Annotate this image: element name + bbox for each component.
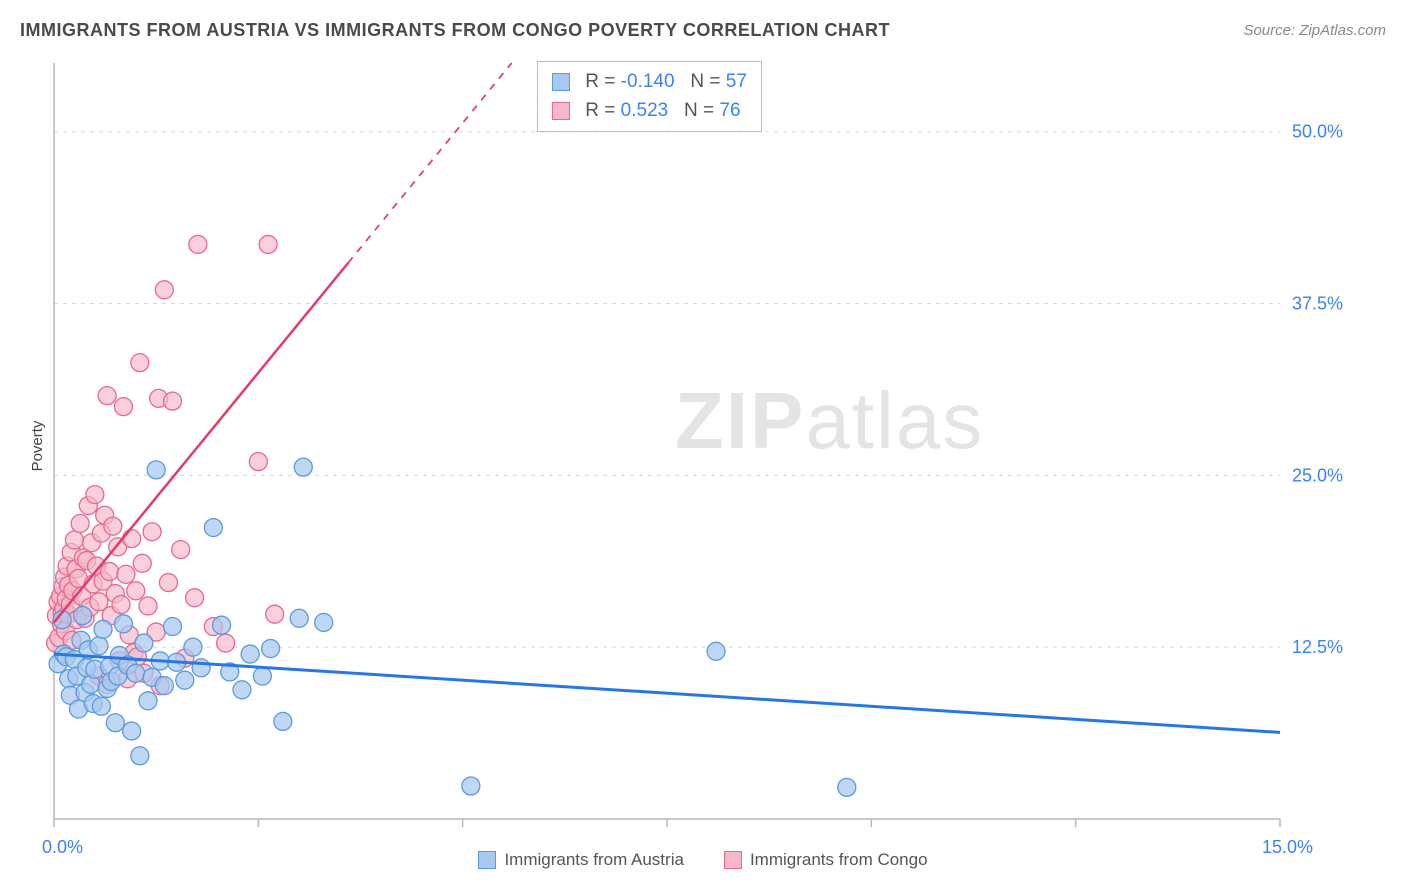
svg-text:12.5%: 12.5% bbox=[1292, 637, 1343, 657]
svg-text:37.5%: 37.5% bbox=[1292, 294, 1343, 314]
y-axis-label: Poverty bbox=[29, 421, 46, 472]
correlation-stats-box: R = -0.140 N = 57 R = 0.523 N = 76 bbox=[537, 61, 762, 132]
chart-source: Source: ZipAtlas.com bbox=[1243, 22, 1386, 39]
stats-swatch bbox=[552, 73, 570, 91]
stats-row: R = -0.140 N = 57 bbox=[552, 68, 747, 97]
legend-item-congo: Immigrants from Congo bbox=[724, 850, 928, 870]
stats-swatch bbox=[552, 102, 570, 120]
svg-text:25.0%: 25.0% bbox=[1292, 465, 1343, 485]
scatter-svg: 12.5% 25.0% 37.5% 50.0% bbox=[46, 55, 1360, 837]
swatch-austria bbox=[478, 851, 496, 869]
x-axis-right-label: 15.0% bbox=[1262, 837, 1313, 858]
swatch-congo bbox=[724, 851, 742, 869]
legend-label-congo: Immigrants from Congo bbox=[750, 850, 928, 870]
chart-header: IMMIGRANTS FROM AUSTRIA VS IMMIGRANTS FR… bbox=[20, 20, 1386, 41]
chart-plot-area: 12.5% 25.0% 37.5% 50.0% bbox=[46, 55, 1360, 837]
x-axis-left-label: 0.0% bbox=[42, 837, 83, 858]
legend-item-austria: Immigrants from Austria bbox=[478, 850, 684, 870]
chart-title: IMMIGRANTS FROM AUSTRIA VS IMMIGRANTS FR… bbox=[20, 20, 890, 41]
legend-label-austria: Immigrants from Austria bbox=[504, 850, 684, 870]
legend-bottom: Immigrants from Austria Immigrants from … bbox=[0, 850, 1406, 870]
svg-text:50.0%: 50.0% bbox=[1292, 122, 1343, 142]
stats-row: R = 0.523 N = 76 bbox=[552, 97, 747, 126]
